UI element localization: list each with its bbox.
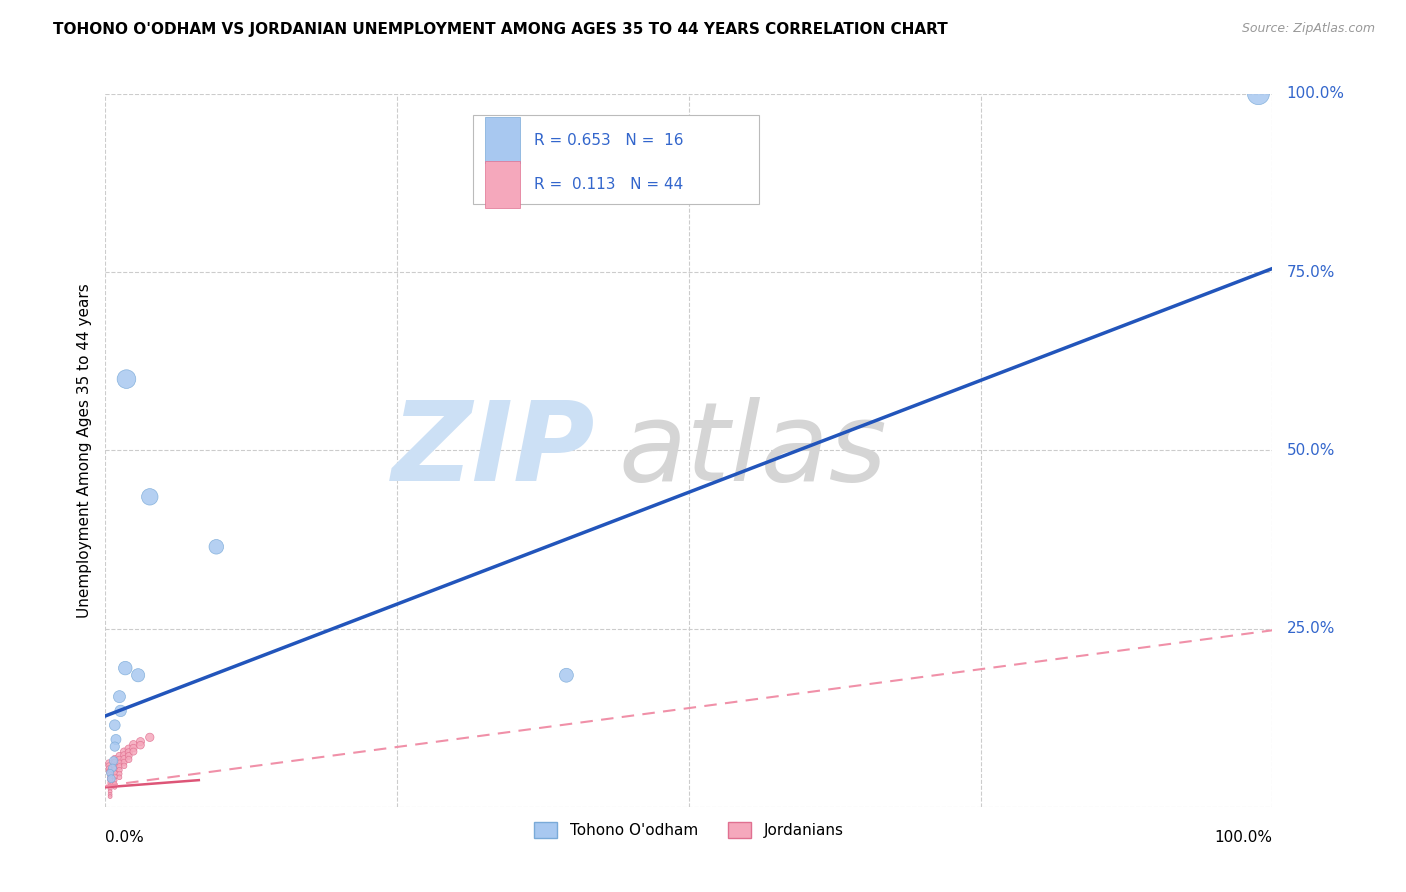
Text: Source: ZipAtlas.com: Source: ZipAtlas.com: [1241, 22, 1375, 36]
Point: [98, 779, 121, 793]
Point: [104, 739, 127, 754]
FancyBboxPatch shape: [472, 115, 759, 204]
Point: [98, 770, 121, 784]
Point: [127, 668, 149, 682]
Point: [129, 738, 152, 752]
Point: [122, 738, 145, 752]
Text: TOHONO O'ODHAM VS JORDANIAN UNEMPLOYMENT AMONG AGES 35 TO 44 YEARS CORRELATION C: TOHONO O'ODHAM VS JORDANIAN UNEMPLOYMENT…: [53, 22, 948, 37]
Point: [97, 756, 120, 770]
Point: [118, 741, 141, 756]
Point: [104, 773, 127, 788]
Point: [98, 784, 121, 798]
Point: [118, 745, 141, 759]
Point: [98, 766, 121, 780]
Text: ZIP: ZIP: [392, 397, 596, 504]
FancyBboxPatch shape: [485, 161, 520, 208]
Text: 100.0%: 100.0%: [1215, 830, 1272, 845]
Point: [112, 752, 135, 766]
Point: [98, 789, 121, 804]
Text: atlas: atlas: [619, 397, 887, 504]
Point: [104, 777, 127, 791]
Point: [103, 754, 125, 768]
Text: R =  0.113   N = 44: R = 0.113 N = 44: [534, 178, 683, 192]
Point: [112, 759, 135, 773]
Point: [101, 761, 124, 775]
Point: [139, 731, 162, 745]
Point: [104, 766, 127, 780]
Point: [104, 759, 127, 773]
Point: [112, 745, 135, 759]
Point: [139, 490, 162, 504]
Point: [104, 718, 127, 732]
Point: [108, 752, 131, 766]
Text: 100.0%: 100.0%: [1286, 87, 1344, 101]
Point: [108, 690, 131, 704]
Point: [104, 780, 127, 795]
Point: [1247, 87, 1270, 101]
Text: 75.0%: 75.0%: [1286, 265, 1334, 279]
Point: [104, 770, 127, 784]
Text: 50.0%: 50.0%: [1286, 443, 1334, 458]
Legend: Tohono O'odham, Jordanians: Tohono O'odham, Jordanians: [527, 814, 851, 846]
Text: R = 0.653   N =  16: R = 0.653 N = 16: [534, 133, 683, 147]
Point: [108, 748, 131, 763]
Point: [108, 770, 131, 784]
Point: [118, 752, 141, 766]
Point: [112, 756, 135, 770]
Point: [110, 704, 132, 718]
Point: [98, 773, 121, 788]
Point: [100, 772, 122, 786]
Point: [98, 788, 121, 802]
Point: [112, 748, 135, 763]
Point: [555, 668, 578, 682]
Point: [98, 781, 121, 796]
Text: 0.0%: 0.0%: [105, 830, 145, 845]
Point: [108, 766, 131, 780]
Point: [97, 764, 120, 779]
Point: [115, 372, 138, 386]
Point: [108, 759, 131, 773]
Point: [104, 763, 127, 777]
Point: [98, 767, 121, 781]
Point: [108, 756, 131, 770]
FancyBboxPatch shape: [485, 117, 520, 163]
Point: [205, 540, 228, 554]
Point: [114, 661, 136, 675]
Y-axis label: Unemployment Among Ages 35 to 44 years: Unemployment Among Ages 35 to 44 years: [76, 283, 91, 618]
Point: [98, 776, 121, 790]
Point: [104, 752, 127, 766]
Point: [108, 763, 131, 777]
Point: [122, 741, 145, 756]
Text: 25.0%: 25.0%: [1286, 622, 1334, 636]
Point: [97, 759, 120, 773]
Point: [129, 734, 152, 748]
Point: [97, 762, 120, 776]
Point: [104, 756, 127, 770]
Point: [118, 748, 141, 763]
Point: [122, 745, 145, 759]
Point: [104, 732, 127, 747]
